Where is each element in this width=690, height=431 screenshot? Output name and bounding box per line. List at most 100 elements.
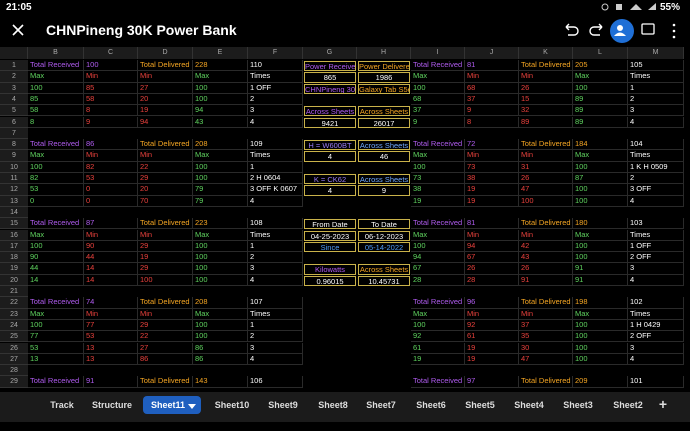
cell: 180: [573, 218, 628, 230]
cell: 100: [138, 274, 193, 286]
cell: 208: [193, 139, 248, 151]
cell: Total Delivered: [519, 60, 573, 72]
cell: 46: [358, 151, 410, 162]
sheet-tab[interactable]: Sheet11: [142, 396, 202, 414]
cell: 94: [193, 105, 248, 117]
add-sheet[interactable]: +: [658, 396, 668, 412]
sheet-tab[interactable]: Sheet8: [318, 400, 348, 410]
cell: 20: [138, 184, 193, 196]
cell: 106: [248, 376, 303, 388]
cell: Times: [248, 71, 303, 83]
redo[interactable]: [589, 23, 603, 36]
cell: Power Received: [304, 61, 356, 72]
cell: 29: [138, 263, 193, 275]
tab-menu-arrow[interactable]: [188, 404, 197, 410]
cell: 1: [248, 319, 303, 332]
sheet-tab[interactable]: Sheet2: [613, 400, 643, 410]
cell: 91: [573, 274, 628, 286]
cell: 100: [193, 252, 248, 264]
cell: 1: [248, 161, 303, 173]
sheet-tab[interactable]: Sheet5: [465, 400, 495, 410]
cell: Max: [28, 71, 84, 83]
cell: 82: [84, 161, 138, 173]
cell: 865: [304, 72, 356, 83]
cell: 53: [84, 331, 138, 343]
cell: 184: [573, 139, 628, 151]
sheet-tab[interactable]: Sheet10: [214, 400, 250, 410]
cell: Max: [193, 150, 248, 162]
row-number: 26: [0, 342, 28, 354]
close-button[interactable]: [12, 24, 24, 36]
row-number: 20: [0, 274, 28, 286]
cell: 209: [573, 376, 628, 388]
sheet-tabs: + Track Structure Sheet11 Sheet10 Sheet9 Shee…: [0, 392, 690, 422]
cell: 47: [519, 353, 573, 366]
share[interactable]: [610, 19, 634, 43]
sheet-tab[interactable]: Sheet6: [416, 400, 446, 410]
undo[interactable]: [565, 23, 579, 36]
cell: 1986: [358, 72, 410, 83]
row-number: 23: [0, 308, 28, 320]
cell: Max: [28, 308, 84, 320]
sheet-tab[interactable]: Sheet3: [563, 400, 593, 410]
cell: 0: [84, 195, 138, 207]
cell: 100: [84, 60, 138, 72]
cell: Min: [519, 71, 573, 83]
cell: From Date: [304, 219, 356, 230]
cell: Total Received: [411, 376, 465, 388]
cell: 4: [304, 151, 356, 162]
cell: 14: [84, 274, 138, 286]
row-number: 27: [0, 353, 28, 366]
cell: 143: [193, 376, 248, 388]
cell: 13: [28, 353, 84, 366]
cell: H = W600BT: [304, 140, 356, 151]
cell: 87: [84, 218, 138, 230]
cell: Max: [28, 229, 84, 241]
battery: 55%: [660, 2, 681, 13]
row-number: 9: [0, 150, 28, 162]
cell: 100: [573, 342, 628, 354]
cell: 100: [193, 263, 248, 275]
cell: 74: [84, 297, 138, 309]
sheet-tab[interactable]: Sheet7: [366, 400, 396, 410]
cell: 2: [248, 252, 303, 264]
row-number: 3: [0, 82, 28, 94]
cell: 100: [28, 319, 84, 332]
sheet-tab[interactable]: Sheet9: [268, 400, 298, 410]
cell: 4: [248, 195, 303, 207]
comments[interactable]: [641, 23, 655, 35]
cell: Times: [628, 229, 684, 241]
cell: 37: [411, 105, 465, 117]
cell: 27: [138, 82, 193, 94]
cell: 89: [573, 116, 628, 128]
cell: To Date: [358, 219, 410, 230]
cell: 100: [573, 195, 628, 207]
sheet-tab[interactable]: Track: [50, 400, 74, 410]
cell: 228: [193, 60, 248, 72]
cell: 92: [465, 319, 519, 332]
cell: 3: [248, 263, 303, 275]
cell: Times: [628, 71, 684, 83]
row-number: 11: [0, 173, 28, 185]
cell: 79: [193, 184, 248, 196]
column-header: B: [28, 47, 84, 59]
cell: 20: [138, 93, 193, 106]
row-number: 17: [0, 240, 28, 253]
cell: Min: [138, 150, 193, 162]
column-header: F: [248, 47, 303, 59]
cell: 100: [411, 319, 465, 332]
cell: Total Delivered: [519, 376, 573, 388]
column-header: J: [465, 47, 519, 59]
sheet-tab[interactable]: Sheet4: [514, 400, 544, 410]
cell: 1 OFF: [628, 240, 684, 253]
cell: 9: [358, 185, 410, 196]
cell: 19: [465, 184, 519, 196]
cell: 81: [465, 60, 519, 72]
cell: 9: [465, 105, 519, 117]
cell: 205: [573, 60, 628, 72]
cell: 05-14-2022: [358, 241, 410, 253]
sheet-tab[interactable]: Structure: [91, 400, 133, 410]
cell: Times: [248, 308, 303, 320]
cell: Across Sheets: [304, 106, 356, 117]
cell: 81: [465, 218, 519, 230]
